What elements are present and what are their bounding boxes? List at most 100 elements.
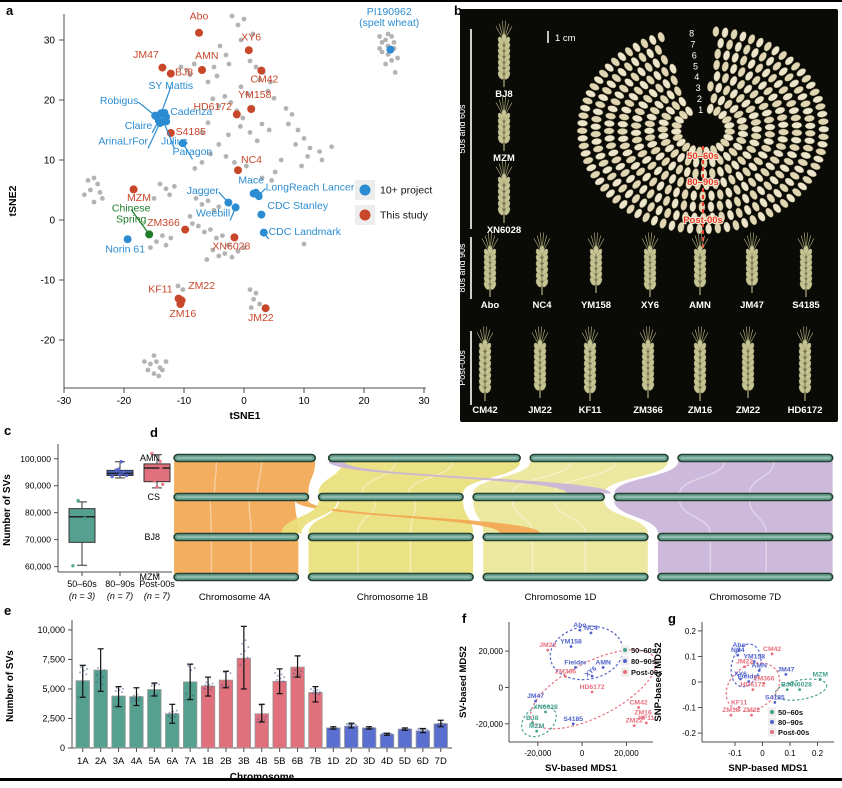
panel-letter-d: d (150, 425, 158, 440)
svg-text:CS: CS (147, 492, 160, 502)
svg-text:MZM: MZM (493, 153, 515, 164)
svg-text:Abo: Abo (481, 300, 500, 311)
panel-c-boxplot: 60,000 70,000 80,000 90,000 100,000 Number of… (2, 444, 175, 601)
panel-letter-b: b (454, 3, 462, 18)
svg-text:XY6: XY6 (734, 671, 747, 678)
svg-text:SNP-based MDS1: SNP-based MDS1 (728, 763, 808, 774)
svg-text:BJ8: BJ8 (781, 682, 794, 689)
svg-text:ZM366: ZM366 (147, 217, 180, 229)
svg-text:Claire: Claire (125, 120, 153, 132)
svg-text:S4185: S4185 (176, 126, 207, 138)
svg-text:S4185: S4185 (563, 716, 583, 723)
svg-text:0: 0 (49, 216, 55, 227)
panel-d-synteny: AMN CS BJ8 MZM Chromosome 4A Chromosome 1B Chr… (140, 453, 834, 603)
svg-text:50–60s: 50–60s (631, 646, 656, 655)
svg-text:Post-00s: Post-00s (631, 668, 662, 677)
svg-text:Jagger: Jagger (187, 185, 220, 197)
svg-text:NC4: NC4 (584, 625, 598, 632)
svg-text:Number of SVs: Number of SVs (5, 650, 16, 722)
svg-text:0: 0 (499, 683, 504, 692)
svg-text:JM47: JM47 (527, 693, 544, 700)
svg-text:XN6028: XN6028 (212, 240, 250, 252)
svg-text:3B: 3B (238, 756, 250, 767)
svg-text:MZM: MZM (140, 572, 161, 582)
svg-text:1B: 1B (202, 756, 214, 767)
svg-text:2B: 2B (220, 756, 232, 767)
svg-text:80–90s: 80–90s (778, 718, 803, 727)
svg-text:SNP-based MDS2: SNP-based MDS2 (653, 642, 664, 721)
svg-text:KF11: KF11 (579, 405, 602, 416)
svg-text:0.2: 0.2 (685, 627, 697, 636)
svg-text:0.1: 0.1 (685, 652, 697, 661)
svg-text:7,500: 7,500 (42, 654, 65, 664)
svg-text:100,000: 100,000 (20, 454, 51, 464)
panel-f-sv-mds: -20,000 0 20,000 20,000 0 -20,000 SV-based MDS… (458, 622, 662, 774)
svg-text:6D: 6D (417, 756, 429, 767)
svg-text:ZM22: ZM22 (743, 707, 761, 714)
svg-text:ZM22: ZM22 (188, 280, 215, 292)
svg-text:ZM16: ZM16 (722, 707, 740, 714)
svg-text:50–60s: 50–60s (778, 708, 803, 717)
svg-text:80–90s: 80–90s (631, 657, 656, 666)
svg-text:-20,000: -20,000 (476, 720, 504, 729)
svg-text:1D: 1D (327, 756, 339, 767)
panel-letter-c: c (4, 423, 12, 438)
svg-text:CM42: CM42 (472, 405, 497, 416)
svg-text:Number of SVs: Number of SVs (2, 474, 13, 546)
svg-text:BJ8: BJ8 (144, 532, 160, 542)
svg-text:Post-00s: Post-00s (139, 579, 175, 589)
svg-text:MZM: MZM (127, 192, 151, 204)
svg-text:1: 1 (698, 105, 703, 115)
svg-text:LongReach Lancer: LongReach Lancer (266, 182, 355, 194)
svg-text:0: 0 (60, 743, 65, 753)
svg-text:6A: 6A (166, 756, 178, 767)
svg-text:Robigus: Robigus (100, 95, 139, 107)
svg-text:-0.1: -0.1 (728, 749, 742, 758)
svg-text:-0.2: -0.2 (682, 729, 696, 738)
svg-text:JM22: JM22 (248, 312, 274, 324)
svg-text:HD6172: HD6172 (580, 684, 605, 691)
svg-text:-20: -20 (117, 396, 132, 407)
svg-text:JM22: JM22 (539, 642, 556, 649)
svg-text:6: 6 (692, 50, 697, 60)
svg-text:YM158: YM158 (581, 300, 611, 311)
svg-text:10: 10 (44, 156, 56, 167)
svg-text:(n = 7): (n = 7) (107, 591, 133, 601)
svg-text:S4185: S4185 (792, 300, 820, 311)
svg-text:ZM22: ZM22 (625, 718, 643, 725)
svg-text:6B: 6B (292, 756, 304, 767)
svg-text:XY6: XY6 (641, 300, 659, 311)
svg-text:80,000: 80,000 (25, 508, 51, 518)
svg-text:CM42: CM42 (250, 74, 278, 86)
svg-text:7D: 7D (435, 756, 447, 767)
svg-text:7B: 7B (310, 756, 322, 767)
svg-text:(n = 7): (n = 7) (144, 591, 170, 601)
svg-text:50s and 60s: 50s and 60s (457, 104, 467, 154)
svg-text:30: 30 (418, 396, 430, 407)
svg-text:5: 5 (693, 61, 698, 71)
svg-text:XN6028: XN6028 (533, 704, 558, 711)
svg-text:Abo: Abo (190, 11, 209, 23)
svg-text:-10: -10 (41, 276, 56, 287)
svg-text:4B: 4B (256, 756, 268, 767)
svg-text:2: 2 (697, 94, 702, 104)
svg-text:SV-based MDS2: SV-based MDS2 (458, 646, 469, 718)
svg-text:4D: 4D (381, 756, 393, 767)
svg-text:XY6: XY6 (241, 32, 261, 44)
svg-text:Fielder: Fielder (564, 659, 587, 666)
svg-text:XN6028: XN6028 (787, 682, 812, 689)
svg-text:BJ8: BJ8 (526, 715, 539, 722)
svg-text:20: 20 (44, 96, 56, 107)
svg-text:KF11: KF11 (638, 715, 654, 722)
svg-text:AMN: AMN (595, 659, 611, 666)
svg-text:Weebill: Weebill (196, 207, 230, 219)
svg-text:AMN: AMN (751, 663, 767, 670)
svg-text:NC4: NC4 (731, 647, 745, 654)
svg-text:20,000: 20,000 (614, 749, 639, 758)
svg-text:BJ8: BJ8 (495, 89, 512, 100)
svg-text:SY Mattis: SY Mattis (148, 80, 193, 92)
svg-text:0: 0 (580, 749, 585, 758)
svg-text:NC4: NC4 (241, 154, 262, 166)
svg-text:HD6172: HD6172 (193, 101, 232, 113)
svg-text:ZM366: ZM366 (555, 669, 576, 676)
